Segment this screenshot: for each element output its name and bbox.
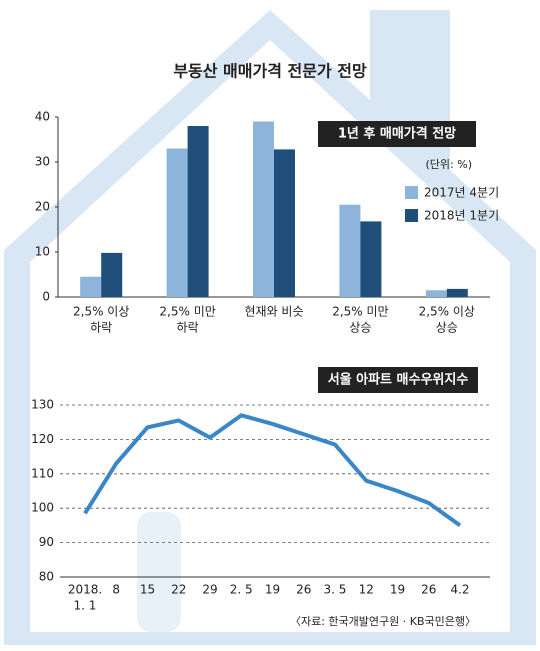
x-tick-label: 15 — [140, 583, 155, 597]
title-box — [318, 121, 476, 147]
bar — [80, 276, 102, 297]
chart-title: 서울 아파트 매수우위지수 — [328, 372, 469, 388]
x-tick-label: 2. 5 — [230, 583, 253, 597]
legend-swatch — [405, 209, 418, 222]
y-tick-label: 110 — [31, 466, 54, 480]
main-title: 부동산 매매가격 전문가 전망 — [173, 62, 367, 81]
chart-title: 1년 후 매매가격 전망 — [338, 126, 456, 142]
x-tick-label: 하락 — [177, 321, 199, 335]
bar — [274, 149, 295, 297]
bar — [101, 252, 123, 297]
y-tick-label: 40 — [35, 110, 50, 124]
line — [83, 413, 462, 528]
x-tick-label: 12 — [359, 583, 374, 597]
x-tick-label: 2,5% 이상 — [419, 305, 475, 319]
x-tick-label: 2,5% 미만 — [332, 305, 388, 319]
bar — [339, 204, 361, 297]
x-tick-label: 3. 5 — [324, 583, 347, 597]
x-tick-label: 26 — [296, 583, 311, 597]
source: 〈자료: 한국개발연구원 · KB국민은행〉 — [290, 615, 476, 628]
legend-label: 2017년 4분기 — [424, 186, 499, 200]
x-tick-label: 22 — [171, 583, 186, 597]
house-door — [137, 512, 181, 632]
y-tick-label: 10 — [35, 245, 50, 259]
x-tick-label: 26 — [421, 583, 436, 597]
y-tick-label: 20 — [35, 200, 50, 214]
x-tick-label: 2,5% 이상 — [73, 305, 129, 319]
bar — [187, 126, 209, 297]
x-tick-label: 19 — [390, 583, 405, 597]
y-tick-label: 80 — [39, 570, 54, 584]
x-tick-label: 현재와 비슷 — [244, 305, 303, 319]
bar — [166, 148, 188, 297]
unit-label: (단위: %) — [426, 158, 472, 171]
x-tick-label: 상승 — [349, 321, 371, 335]
bar — [360, 221, 382, 297]
y-tick-label: 130 — [31, 398, 54, 412]
legend-label: 2018년 1분기 — [424, 209, 499, 223]
x-tick-label: 4.2 — [450, 583, 469, 597]
house-inner — [30, 40, 510, 632]
y-tick-label: 0 — [42, 290, 50, 304]
y-tick-label: 90 — [39, 535, 54, 549]
bar — [446, 288, 468, 297]
x-tick-label: 19 — [265, 583, 280, 597]
y-tick-label: 100 — [31, 501, 54, 515]
x-tick-label: 상승 — [436, 321, 458, 335]
x-tick-label: 8 — [112, 583, 120, 597]
x-tick-label: 1. 1 — [74, 599, 97, 613]
bar — [425, 290, 447, 297]
y-tick-label: 120 — [31, 432, 54, 446]
title-box — [318, 367, 478, 393]
x-tick-label: 하락 — [90, 321, 112, 335]
x-tick-label: 2018. — [68, 583, 102, 597]
x-tick-label: 2,5% 미만 — [159, 305, 215, 319]
bar — [253, 121, 274, 297]
legend-swatch — [405, 186, 418, 199]
y-tick-label: 30 — [35, 155, 50, 169]
x-tick-label: 29 — [202, 583, 217, 597]
